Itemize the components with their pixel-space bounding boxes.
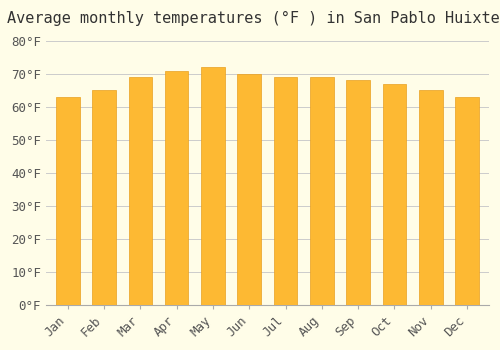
Bar — [310, 77, 334, 305]
Bar — [201, 67, 225, 305]
Bar — [238, 74, 261, 305]
Bar — [456, 97, 479, 305]
Bar — [419, 90, 442, 305]
Bar — [382, 84, 406, 305]
Bar — [128, 77, 152, 305]
Bar — [274, 77, 297, 305]
Bar — [165, 71, 188, 305]
Title: Average monthly temperatures (°F ) in San Pablo Huixtepec: Average monthly temperatures (°F ) in Sa… — [8, 11, 500, 26]
Bar — [56, 97, 80, 305]
Bar — [92, 90, 116, 305]
Bar — [346, 80, 370, 305]
